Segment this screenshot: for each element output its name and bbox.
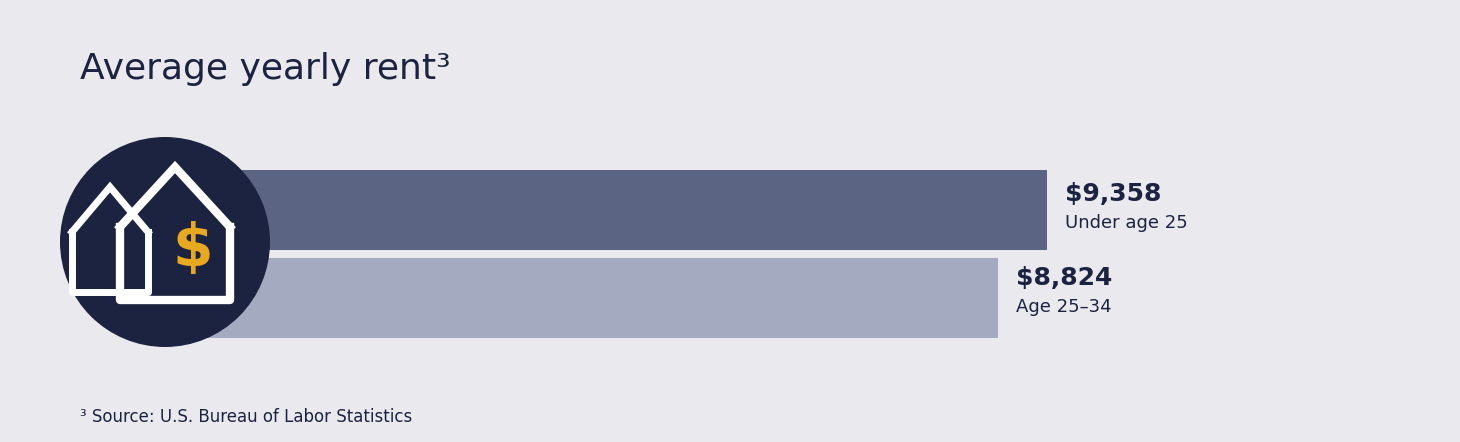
Circle shape [60, 137, 270, 347]
Text: Under age 25: Under age 25 [1064, 214, 1187, 232]
FancyBboxPatch shape [200, 170, 1047, 250]
Text: $8,824: $8,824 [1016, 266, 1113, 290]
Text: Age 25–34: Age 25–34 [1016, 298, 1113, 316]
FancyBboxPatch shape [200, 258, 999, 338]
Text: $9,358: $9,358 [1064, 182, 1161, 206]
Text: $: $ [172, 221, 213, 278]
Text: Average yearly rent³: Average yearly rent³ [80, 52, 451, 86]
Text: ³ Source: U.S. Bureau of Labor Statistics: ³ Source: U.S. Bureau of Labor Statistic… [80, 408, 412, 426]
